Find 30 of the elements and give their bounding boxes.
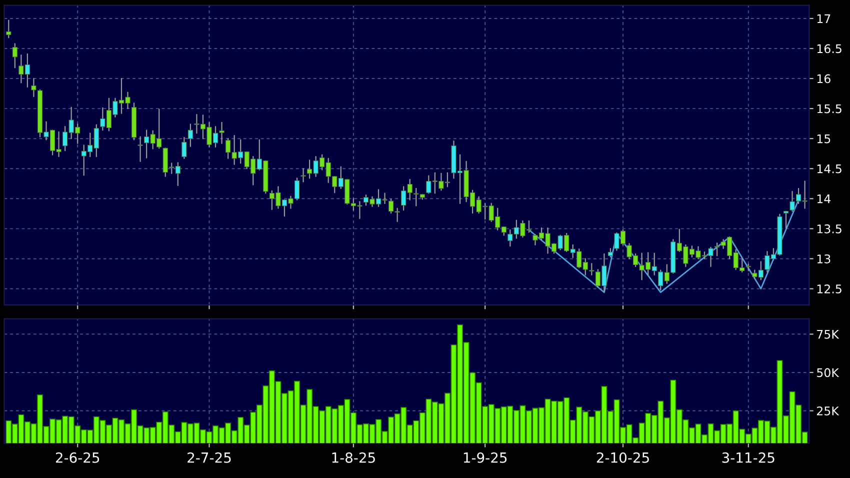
y-tick-label: 15.5 <box>817 104 842 114</box>
candlestick <box>182 136 187 159</box>
candlestick <box>790 190 795 212</box>
y-tick-label: 75K <box>817 330 840 339</box>
x-tick-label: 2-7-25 <box>188 452 231 463</box>
candlestick <box>138 136 143 162</box>
x-tick-label: 1-9-25 <box>464 452 507 463</box>
x-tick-label: 3-11-25 <box>722 452 774 463</box>
y-tick-label: 16 <box>817 74 830 84</box>
candlestick <box>188 124 193 147</box>
y-tick-label: 13.5 <box>817 224 842 234</box>
y-tick-label: 25K <box>817 406 840 416</box>
candlestick <box>714 242 720 256</box>
y-tick-label: 15 <box>817 134 830 144</box>
y-tick-label: 14.5 <box>817 164 842 174</box>
x-tick-label: 2-6-25 <box>56 452 100 463</box>
candlestick <box>219 122 224 144</box>
candlestick <box>589 262 594 276</box>
candlestick <box>12 43 18 68</box>
y-tick-label: 17 <box>817 14 830 23</box>
candlestick <box>783 210 789 229</box>
x-tick-label: 2-10-25 <box>596 452 649 463</box>
y-tick-label: 16.5 <box>817 44 842 54</box>
candlestick <box>6 20 12 38</box>
candlestick <box>300 168 306 182</box>
x-tick-label: 1-8-25 <box>332 452 375 463</box>
y-tick-label: 12.5 <box>817 284 842 294</box>
y-tick-label: 50K <box>817 368 840 378</box>
y-tick-label: 13 <box>817 254 830 264</box>
y-tick-label: 14 <box>817 194 831 204</box>
